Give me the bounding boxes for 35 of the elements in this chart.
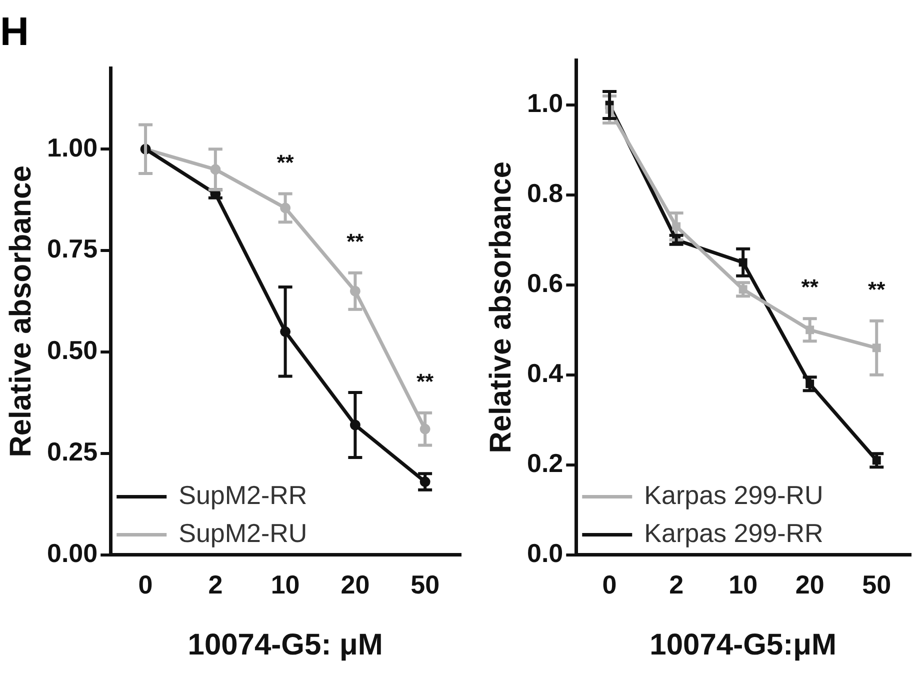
y-tick-label: 0.8: [526, 178, 564, 208]
legend-label: SupM2-RU: [178, 518, 308, 548]
y-tick-label: 0.6: [526, 268, 564, 298]
x-tick-label: 2: [208, 570, 223, 600]
x-axis-title: 10074-G5: μM: [188, 628, 383, 662]
x-tick-label: 10: [728, 570, 758, 600]
x-axis-title: 10074-G5:μM: [650, 628, 836, 662]
y-axis-title: Relative absorbance: [4, 166, 38, 458]
legend-label: Karpas 299-RR: [644, 518, 824, 548]
x-tick-label: 10: [270, 570, 300, 600]
x-tick-label: 2: [669, 570, 684, 600]
x-tick-label: 20: [340, 570, 370, 600]
y-tick-label: 0.50: [46, 335, 98, 366]
y-axis-title: Relative absorbance: [484, 162, 518, 454]
chart-title: H: [0, 10, 29, 54]
x-tick-label: 20: [795, 570, 824, 600]
y-tick-label: 0.75: [46, 234, 98, 264]
y-tick-label: 0.25: [46, 436, 98, 467]
x-tick-label: 50: [862, 570, 892, 600]
y-tick-label: 1.00: [46, 132, 98, 162]
annotation: **: [276, 150, 294, 175]
x-tick-label: 50: [410, 570, 440, 600]
annotation: **: [868, 276, 886, 302]
annotation: **: [801, 274, 819, 300]
annotation: **: [416, 368, 434, 394]
x-tick-label: 0: [602, 570, 617, 600]
y-tick-label: 0.4: [526, 358, 564, 388]
legend-label: SupM2-RR: [178, 480, 308, 510]
y-tick-label: 1.0: [526, 88, 564, 118]
x-tick-label: 0: [138, 570, 153, 600]
annotation: **: [346, 228, 364, 254]
legend-label: Karpas 299-RU: [644, 480, 824, 510]
y-tick-label: 0.0: [526, 538, 564, 568]
y-tick-label: 0.00: [46, 538, 98, 568]
y-tick-label: 0.2: [526, 448, 564, 478]
